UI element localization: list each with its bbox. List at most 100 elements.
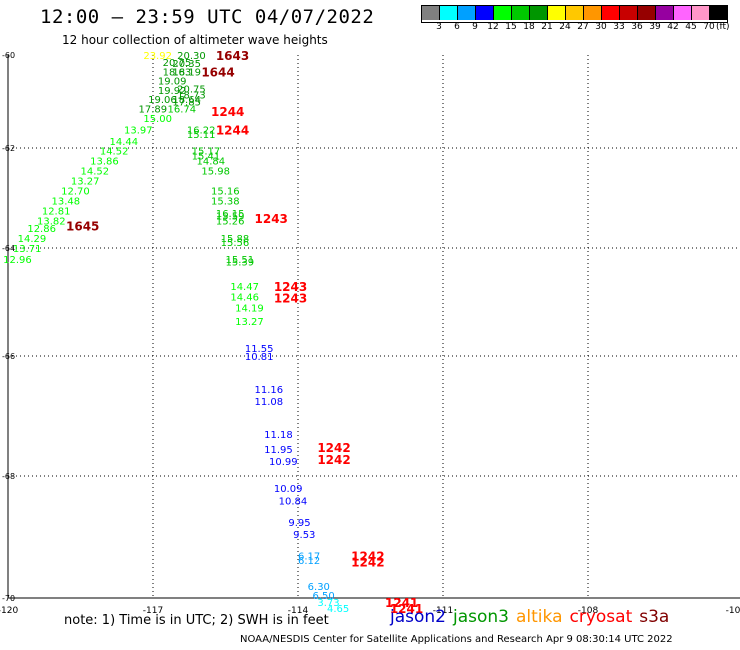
wave-height-label: 11.55 xyxy=(245,344,274,355)
color-scale-bar xyxy=(421,5,728,23)
lon-label: -117 xyxy=(143,606,163,616)
wave-height-label: 15.59 xyxy=(216,212,245,223)
time-label: 1242 xyxy=(351,549,384,563)
scale-label: 45 xyxy=(685,22,697,32)
wave-height-label: 16.74 xyxy=(168,104,197,115)
wave-height-label: 19.92 xyxy=(158,86,187,97)
scale-label: 33 xyxy=(613,22,625,32)
lat-label: -60 xyxy=(2,51,15,60)
wave-height-label: 15.16 xyxy=(211,187,240,198)
lat-label: -66 xyxy=(2,352,15,361)
scale-swatch xyxy=(566,6,584,20)
scale-swatch xyxy=(692,6,710,20)
wave-height-label: 15.26 xyxy=(216,217,245,228)
lat-label: -70 xyxy=(2,594,15,603)
scale-label: 24 xyxy=(559,22,571,32)
wave-height-label: 16.22 xyxy=(187,125,216,136)
wave-height-label: 17.89 xyxy=(139,104,168,115)
wave-height-label: 10.09 xyxy=(274,484,303,495)
wave-height-label: 12.70 xyxy=(61,187,90,198)
scale-label: 70 xyxy=(703,22,715,32)
scale-swatch xyxy=(710,6,727,20)
wave-height-label: 18.63 xyxy=(163,67,192,78)
wave-height-label: 15.88 xyxy=(221,234,250,245)
wave-height-label: 19.06 xyxy=(148,95,177,106)
wave-height-label: 20.30 xyxy=(177,51,206,62)
scale-swatch xyxy=(458,6,476,20)
wave-height-label: 13.27 xyxy=(71,177,100,188)
lon-label: -111 xyxy=(433,606,453,616)
wave-height-label: 20.35 xyxy=(172,59,201,70)
satellite-legend: jason2 jason3 altika cryosat s3a xyxy=(390,607,676,627)
time-label: 1241 xyxy=(385,596,418,610)
wave-height-label: 20.75 xyxy=(177,84,206,95)
wave-height-label: 15.56 xyxy=(221,238,250,249)
lon-label: -114 xyxy=(288,606,309,616)
time-label: 1643 xyxy=(216,49,249,63)
scale-swatch xyxy=(656,6,674,20)
scale-label: 42 xyxy=(667,22,679,32)
wave-height-label: 13.86 xyxy=(90,157,119,168)
lon-label: -10 xyxy=(726,606,740,616)
wave-height-label: 15.39 xyxy=(226,258,255,269)
wave-height-label: 17.85 xyxy=(172,98,201,109)
legend-entry: cryosat xyxy=(569,607,633,627)
scale-swatch xyxy=(674,6,692,20)
wave-height-label: 6.17 xyxy=(298,551,320,562)
wave-height-label: 4.65 xyxy=(327,604,349,615)
time-label: 1243 xyxy=(274,292,307,306)
wave-height-label: 18.19 xyxy=(172,67,201,78)
wave-height-label: 13.48 xyxy=(52,197,81,208)
scale-label: 6 xyxy=(454,22,460,32)
wave-height-label: 10.81 xyxy=(245,352,274,363)
scale-label: 9 xyxy=(472,22,478,32)
wave-height-label: 11.95 xyxy=(264,445,293,456)
lat-label: -68 xyxy=(2,472,15,481)
wave-height-label: 3.73 xyxy=(317,598,339,609)
wave-height-label: 10.99 xyxy=(269,457,298,468)
wave-height-label: 14.46 xyxy=(230,293,259,304)
scale-swatch xyxy=(620,6,638,20)
lon-label: -120 xyxy=(0,606,18,616)
wave-height-label: 20.75 xyxy=(163,58,192,69)
scale-label: 21 xyxy=(541,22,553,32)
legend-entry: altika xyxy=(516,607,563,627)
credit-text: NOAA/NESDIS Center for Satellite Applica… xyxy=(240,634,673,645)
scale-swatch xyxy=(548,6,566,20)
wave-height-label: 13.71 xyxy=(13,244,42,255)
wave-height-label: 14.19 xyxy=(235,303,264,314)
wave-height-label: 9.53 xyxy=(293,530,315,541)
wave-height-label: 15.38 xyxy=(211,197,240,208)
lat-label: -62 xyxy=(2,144,15,153)
scale-label: 15 xyxy=(505,22,517,32)
wave-height-label: 14.84 xyxy=(197,157,226,168)
wave-height-label: 6.12 xyxy=(298,556,320,567)
scale-label: 27 xyxy=(577,22,589,32)
wave-height-label: 19.09 xyxy=(158,77,187,88)
lat-label: -64 xyxy=(2,244,15,253)
time-label: 1244 xyxy=(211,105,244,119)
wave-height-label: 14.29 xyxy=(18,234,47,245)
wave-height-label: 14.44 xyxy=(110,137,139,148)
scale-label: 39 xyxy=(649,22,661,32)
scale-swatch xyxy=(494,6,512,20)
scale-swatch xyxy=(602,6,620,20)
scale-label: 3 xyxy=(436,22,442,32)
wave-height-label: 12.86 xyxy=(27,224,56,235)
scale-label: 36 xyxy=(631,22,643,32)
wave-height-label: 14.52 xyxy=(81,167,110,178)
wave-height-label: 15.98 xyxy=(201,167,230,178)
wave-height-label: 11.08 xyxy=(255,397,284,408)
wave-height-label: 15.41 xyxy=(192,152,221,163)
time-label: 1242 xyxy=(317,441,350,455)
time-label: 1244 xyxy=(216,123,249,137)
time-label: 1243 xyxy=(255,212,288,226)
scale-swatch xyxy=(476,6,494,20)
time-label: 1644 xyxy=(201,65,234,79)
wave-height-label: 18.64 xyxy=(172,95,201,106)
legend-entry: s3a xyxy=(639,607,670,627)
legend-entry: jason3 xyxy=(453,607,509,627)
wave-height-label: 11.18 xyxy=(264,430,293,441)
scale-swatch xyxy=(584,6,602,20)
